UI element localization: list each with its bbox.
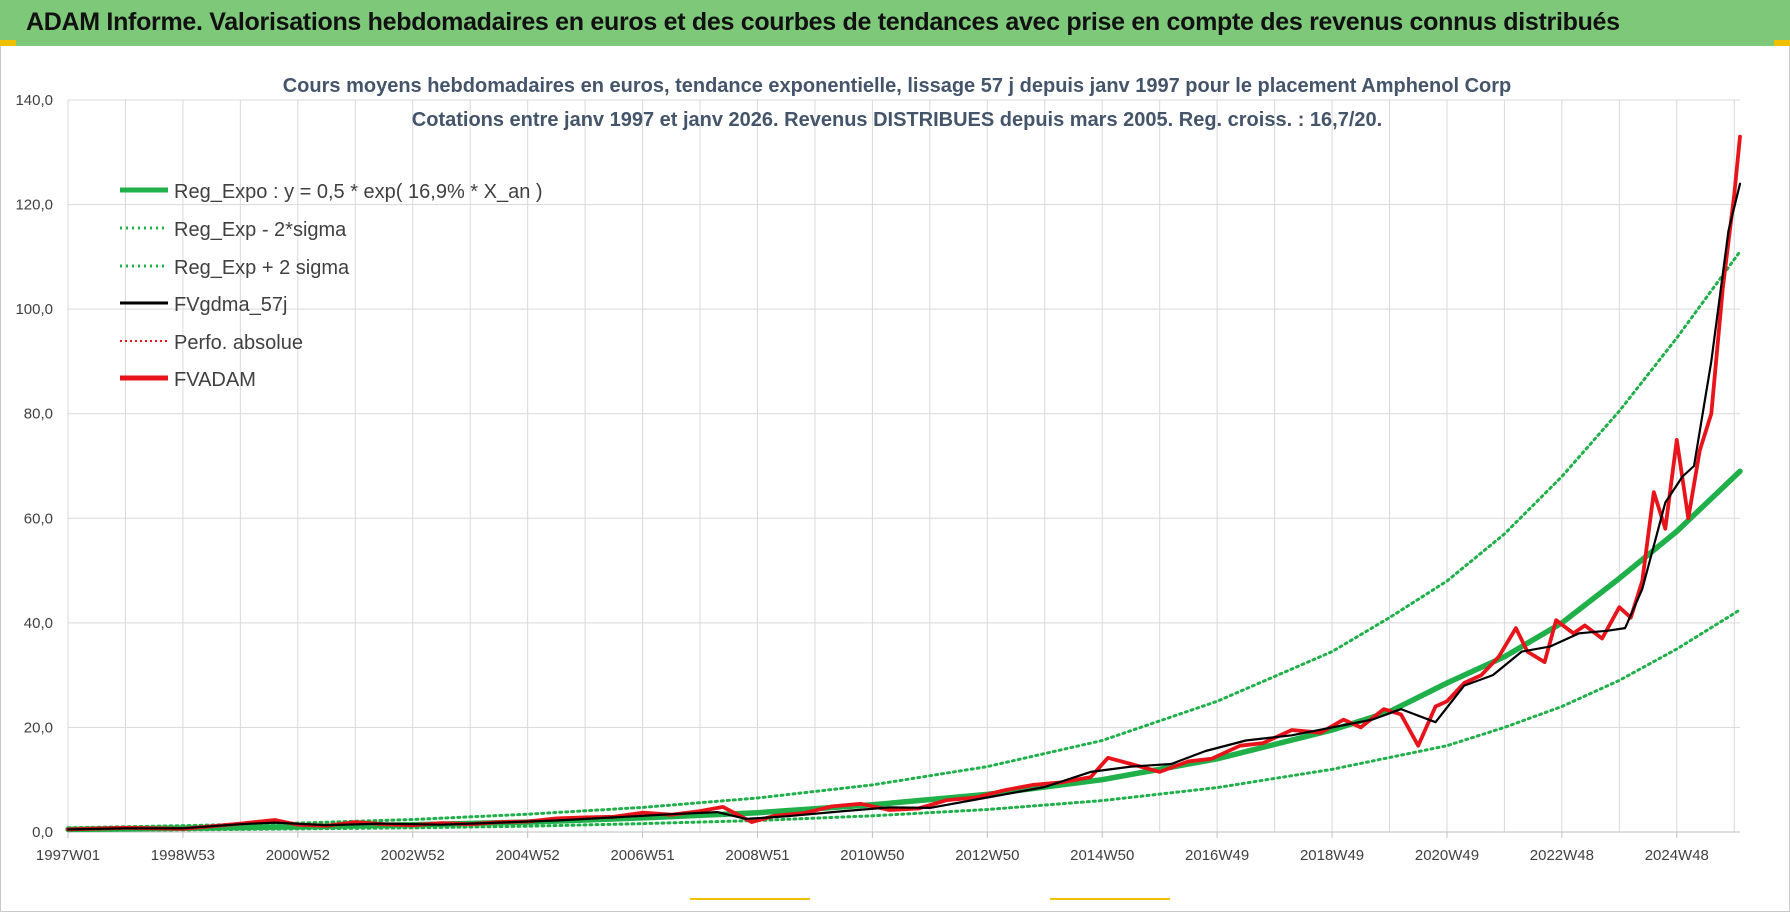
corner-mark-right — [1774, 40, 1790, 46]
legend-label-fvgdma: FVgdma_57j — [174, 294, 287, 316]
x-tick-label: 2022W48 — [1530, 847, 1594, 864]
header-title: ADAM Informe. Valorisations hebdomadaire… — [26, 8, 1620, 36]
series-reg-exp-minus-2sigma — [66, 608, 1742, 832]
x-tick-label: 2000W52 — [266, 847, 330, 864]
y-tick-label: 40,0 — [24, 615, 53, 632]
x-tick-label: 2018W49 — [1300, 847, 1364, 864]
x-tick-label: 2020W49 — [1415, 847, 1479, 864]
legend-label-reg-expo: Reg_Expo : y = 0,5 * exp( 16,9% * X_an ) — [174, 181, 543, 203]
legend-label-reg-exp-plus: Reg_Exp + 2 sigma — [174, 257, 350, 279]
y-tick-label: 80,0 — [24, 406, 53, 423]
x-tick-label: 2002W52 — [381, 847, 445, 864]
legend-label-reg-exp-minus: Reg_Exp - 2*sigma — [174, 219, 347, 241]
x-tick-label: 2006W51 — [610, 847, 674, 864]
y-tick-label: 140,0 — [15, 92, 53, 109]
series-reg-expo — [65, 468, 1743, 833]
legend-label-fvadam: FVADAM — [174, 369, 256, 391]
legend-label-perfo-absolue: Perfo. absolue — [174, 332, 303, 354]
x-tick-label: 1997W01 — [36, 847, 100, 864]
corner-mark-left — [0, 40, 16, 46]
y-tick-label: 120,0 — [15, 197, 53, 214]
x-tick-label: 2016W49 — [1185, 847, 1249, 864]
corner-mark-bottom-right — [1050, 898, 1170, 900]
chart-subtitle: Cotations entre janv 1997 et janv 2026. … — [412, 109, 1382, 131]
y-tick-label: 100,0 — [15, 301, 53, 318]
x-tick-label: 2004W52 — [496, 847, 560, 864]
axes: 0,0 20,0 40,0 60,0 80,0 100,0 120,0 140,0 1997W0… — [15, 92, 1740, 864]
legend: Reg_Expo : y = 0,5 * exp( 16,9% * X_an )… — [120, 181, 543, 391]
corner-mark-bottom-left — [690, 898, 810, 900]
x-tick-label: 1998W53 — [151, 847, 215, 864]
series-fvgdma-57j — [66, 182, 1742, 831]
header-banner: ADAM Informe. Valorisations hebdomadaire… — [0, 0, 1790, 46]
y-tick-label: 60,0 — [24, 510, 53, 527]
x-tick-label: 2010W50 — [840, 847, 904, 864]
series-reg-exp-plus-2sigma — [66, 250, 1742, 830]
gridlines — [67, 99, 1740, 833]
x-tick-label: 2012W50 — [955, 847, 1019, 864]
y-tick-label: 20,0 — [24, 719, 53, 736]
y-tick-label: 0,0 — [32, 824, 53, 841]
x-tick-label: 2024W48 — [1645, 847, 1709, 864]
series-layer — [65, 134, 1743, 833]
x-tick-label: 2014W50 — [1070, 847, 1134, 864]
x-tick-label: 2008W51 — [725, 847, 789, 864]
chart-title: Cours moyens hebdomadaires en euros, ten… — [283, 75, 1512, 97]
